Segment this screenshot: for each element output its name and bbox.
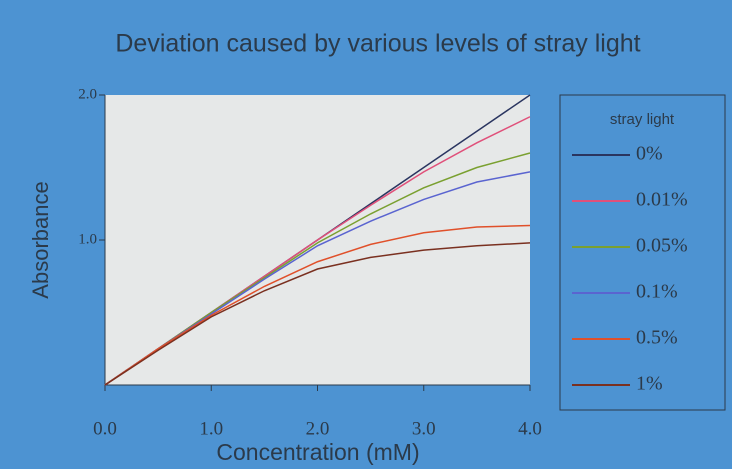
x-tick-label: 0.0	[93, 418, 117, 439]
x-tick-label: 2.0	[306, 418, 330, 439]
legend-title: stray light	[610, 111, 675, 128]
legend-label: 1%	[636, 373, 663, 395]
chart-title: Deviation caused by various levels of st…	[115, 30, 640, 58]
legend-label: 0.01%	[636, 189, 688, 211]
y-axis-label: Absorbance	[28, 181, 53, 298]
chart: Deviation caused by various levels of st…	[0, 0, 732, 469]
legend-label: 0.1%	[636, 281, 678, 303]
legend-label: 0%	[636, 143, 663, 165]
y-tick-label: 1.0	[78, 231, 97, 247]
x-tick-label: 4.0	[518, 418, 542, 439]
legend-label: 0.5%	[636, 327, 678, 349]
x-axis-label: Concentration (mM)	[216, 439, 419, 465]
x-tick-label: 1.0	[199, 418, 223, 439]
y-tick-label: 2.0	[78, 86, 97, 102]
legend-label: 0.05%	[636, 235, 688, 257]
x-tick-label: 3.0	[412, 418, 436, 439]
